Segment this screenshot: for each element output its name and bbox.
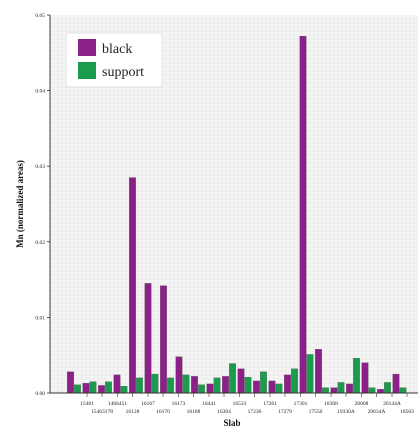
x-tick-label: 15463178: [91, 409, 113, 415]
bar-support-16304: [213, 377, 221, 394]
bar-support-17279: [275, 383, 283, 394]
bar-black-16188: [175, 356, 183, 394]
bar-black-17279: [268, 380, 276, 394]
x-tick-label: 20008: [355, 401, 369, 407]
y-tick-label: 0.00: [35, 391, 45, 397]
bar-black-15463178: [82, 383, 90, 394]
x-tick-label: 15481: [80, 401, 94, 407]
bar-black-16128: [113, 374, 121, 394]
x-axis-title: Slab: [223, 418, 240, 428]
y-tick-label: 0.01: [35, 315, 45, 321]
bar-black-17236: [237, 368, 245, 394]
bar-black-19330A: [330, 387, 338, 394]
bar-support-16188: [182, 374, 190, 394]
x-tick-label: 18503: [400, 409, 414, 415]
bar-black-20634A: [361, 362, 369, 394]
bar-black-16173: [160, 285, 167, 394]
x-tick-label: 18308: [324, 401, 338, 407]
bar-black-16304: [206, 383, 214, 394]
bar-support-18308: [322, 387, 329, 394]
bar-support-15463178: [89, 381, 97, 394]
legend-label-black: black: [102, 42, 132, 57]
bar-support-20634A: [368, 387, 376, 394]
x-tick-label: 17301: [294, 401, 308, 407]
bar-black-16441: [191, 376, 198, 394]
bar-black-16167: [129, 177, 136, 394]
y-ticks: 0.00 0.01 0.02 0.03 0.04 0.05: [35, 13, 50, 397]
x-tick-label: 16128: [126, 409, 140, 415]
bar-support-16170: [151, 373, 159, 394]
bar-support-17236: [244, 376, 252, 394]
bar-black-18308: [315, 349, 322, 394]
y-tick-label: 0.05: [35, 13, 45, 19]
bar-black-20008: [346, 383, 353, 394]
bar-support-20144A: [384, 382, 391, 394]
x-tick-label: 1466451: [108, 401, 128, 407]
y-axis-title: Mn (normalized areas): [15, 160, 25, 248]
x-tick-label: 16188: [187, 409, 201, 415]
x-tick-label: 17261: [263, 401, 277, 407]
x-tick-label: 16167: [141, 401, 155, 407]
bar-black-1466451: [98, 385, 105, 394]
x-tick-label: 16441: [202, 401, 216, 407]
x-tick-label: 16304: [217, 409, 231, 415]
bar-black-17301: [284, 374, 291, 394]
legend-label-support: support: [102, 65, 144, 80]
bar-black-16533: [222, 376, 229, 394]
x-ticks: 15481 1466451 16167 16173 16441 16533 17261 173…: [80, 393, 414, 415]
bar-support-16167: [136, 377, 143, 394]
bar-support-17261: [260, 371, 267, 394]
x-tick-label: 16533: [233, 401, 247, 407]
bar-support-16441: [198, 384, 205, 394]
bar-black-20144A: [377, 389, 384, 394]
legend: black support: [65, 32, 163, 88]
x-tick-label: 17236: [248, 409, 262, 415]
bar-support-17301: [291, 368, 298, 394]
axes: [49, 15, 418, 394]
x-tick-label: 19330A: [337, 409, 355, 415]
bar-support-18503: [399, 387, 407, 394]
legend-swatch-support: [78, 62, 96, 79]
bars: [67, 36, 407, 394]
bar-black-18503: [392, 373, 400, 394]
bar-support-16128: [120, 386, 128, 394]
bar-support-17550: [306, 354, 314, 394]
bar-black-17550: [299, 36, 307, 394]
bar-support-1466451: [105, 381, 112, 394]
x-tick-label: 16173: [172, 401, 186, 407]
bar-support-15481: [74, 384, 81, 394]
bar-black-15481: [67, 371, 74, 394]
bar-black-16170: [144, 283, 152, 394]
y-tick-label: 0.02: [35, 240, 45, 246]
bar-support-16173: [167, 377, 174, 394]
bar-support-19330A: [337, 382, 345, 394]
y-tick-label: 0.03: [35, 164, 45, 170]
x-tick-label: 17279: [278, 409, 292, 415]
x-tick-label: 20144A: [383, 401, 401, 407]
bar-support-16533: [229, 363, 236, 394]
x-tick-label: 16170: [156, 409, 170, 415]
x-tick-label: 17550: [309, 409, 323, 415]
legend-swatch-black: [78, 39, 96, 56]
bar-black-17261: [253, 380, 260, 394]
bar-support-20008: [353, 358, 360, 394]
y-tick-label: 0.04: [35, 89, 45, 95]
x-tick-label: 20634A: [368, 409, 386, 415]
